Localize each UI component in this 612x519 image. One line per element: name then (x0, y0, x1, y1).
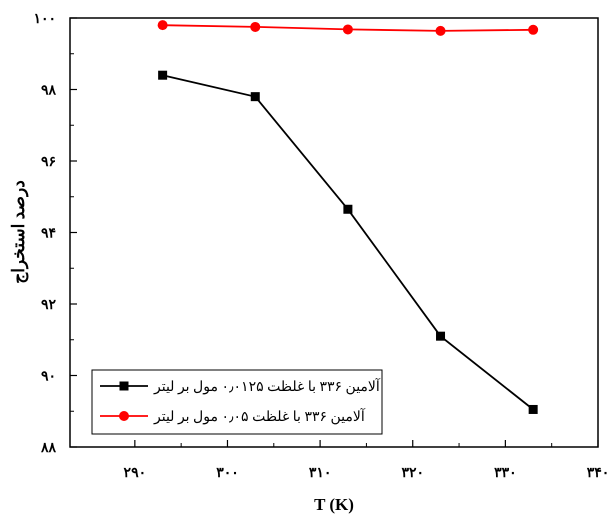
series-1 (158, 70, 538, 414)
series-line (162, 74, 534, 411)
data-series (157, 20, 539, 414)
x-tick-label: ۳۲۰ (401, 466, 424, 481)
y-tick-label: ۹۴ (41, 227, 56, 242)
legend: آلامین ۳۳۶ با غلظت ۰٫۰۱۲۵ مول بر لیتر آلا… (91, 369, 383, 435)
data-point-circle (157, 20, 168, 31)
y-tick-label: ۹۸ (41, 84, 57, 99)
y-tick-label: ۸۸ (40, 441, 57, 456)
x-tick-label: ۳۰۰ (216, 466, 239, 481)
x-tick-label: ۳۱۰ (309, 466, 332, 481)
legend-marker-circle (119, 411, 129, 421)
legend-entry-1: آلامین ۳۳۶ با غلظت ۰٫۰۱۲۵ مول بر لیتر (100, 377, 381, 395)
x-tick-label: ۲۹۰ (124, 466, 147, 481)
y-tick-label: ۱۰۰ (33, 12, 56, 27)
y-tick-label: ۹۶ (41, 155, 56, 170)
legend-marker-square (119, 381, 129, 391)
legend-box (91, 369, 383, 435)
y-tick-label: ۹۰ (41, 370, 56, 385)
legend-label: آلامین ۳۳۶ با غلظت ۰٫۰۵ مول بر لیتر (153, 407, 366, 425)
y-axis-title: درصد استخراج (9, 180, 29, 284)
y-tick-label: ۹۲ (41, 298, 57, 313)
data-point-circle (435, 25, 446, 36)
axis-ticks: ۲۹۰ ۳۰۰ ۳۱۰ ۳۲۰ ۳۳۰ ۳۴۰ ۸۸ ۹۰ ۹۲ ۹۴ ۹۶ ۹۸ ۱۰۰ (33, 12, 609, 481)
data-point-circle (528, 24, 539, 35)
data-point-square (250, 92, 260, 102)
data-point-circle (342, 24, 353, 35)
data-point-square (158, 70, 168, 80)
data-point-circle (250, 21, 261, 32)
series-2 (157, 20, 539, 36)
x-tick-label: ۳۴۰ (587, 466, 610, 481)
x-tick-label: ۳۳۰ (494, 466, 517, 481)
legend-entry-2: آلامین ۳۳۶ با غلظت ۰٫۰۵ مول بر لیتر (100, 407, 366, 425)
data-point-square (343, 204, 353, 214)
data-point-square (436, 331, 446, 341)
data-point-square (528, 404, 538, 414)
x-axis-title: T (K) (314, 495, 354, 514)
legend-label: آلامین ۳۳۶ با غلظت ۰٫۰۱۲۵ مول بر لیتر (153, 377, 381, 395)
